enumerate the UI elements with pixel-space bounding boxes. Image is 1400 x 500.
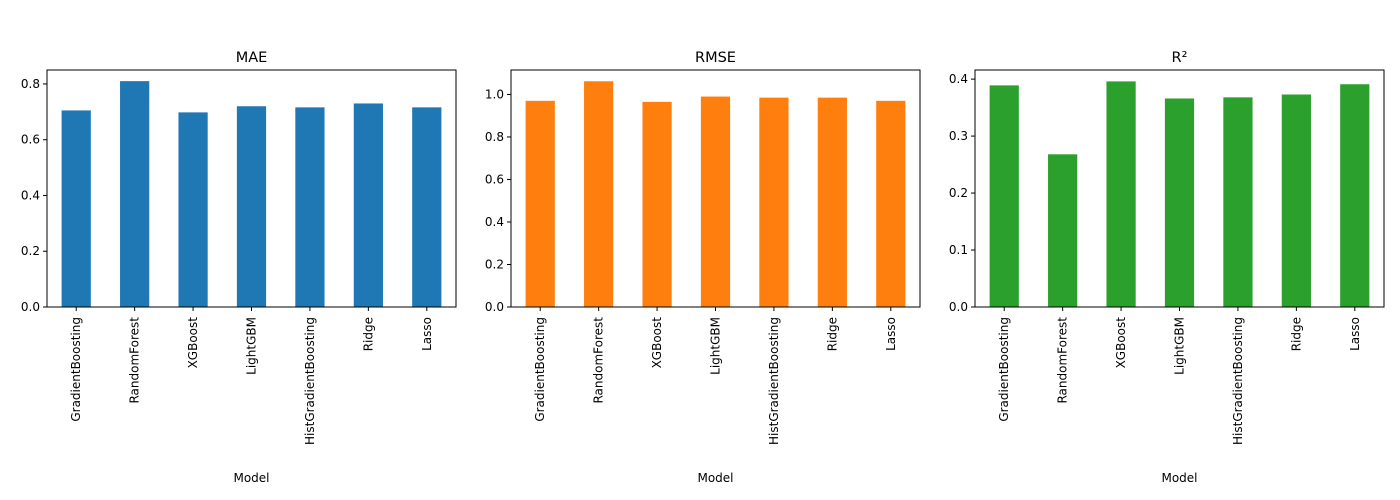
mae-xtick-label-histgradientboosting: HistGradientBoosting: [303, 317, 317, 445]
mae-xlabel: Model: [233, 471, 269, 485]
r2-xtick-label-xgboost: XGBoost: [1114, 317, 1128, 369]
rmse-title: RMSE: [695, 50, 736, 66]
r2-bar-histgradientboosting: [1223, 97, 1253, 307]
mae-ytick-label: 0.4: [21, 188, 40, 202]
r2-xtick-label-gradientboosting: GradientBoosting: [997, 317, 1011, 422]
mae-bar-lasso: [412, 107, 442, 307]
rmse-ytick-label: 0.2: [485, 257, 504, 271]
r2-xtick-label-ridge: Ridge: [1289, 317, 1303, 351]
rmse-bar-ridge: [817, 97, 847, 307]
rmse-xtick-label-lightgbm: LightGBM: [709, 317, 723, 375]
rmse-xtick-label-randomforest: RandomForest: [592, 317, 606, 404]
mae-xtick-label-xgboost: XGBoost: [186, 317, 200, 369]
r2-bar-lasso: [1340, 84, 1370, 307]
mae-xtick-label-lightgbm: LightGBM: [245, 317, 259, 375]
mae-ytick-label: 0.6: [21, 133, 40, 147]
mae-ytick-label: 0.0: [21, 300, 40, 314]
rmse-ytick-label: 0.8: [485, 130, 504, 144]
mae-bar-histgradientboosting: [295, 107, 325, 307]
rmse-bar-randomforest: [584, 81, 614, 307]
mae-xtick-label-randomforest: RandomForest: [128, 317, 142, 404]
r2-ytick-label: 0.3: [949, 129, 968, 143]
r2-xtick-label-histgradientboosting: HistGradientBoosting: [1231, 317, 1245, 445]
mae-bar-lightgbm: [236, 106, 267, 307]
rmse-bar-histgradientboosting: [759, 97, 789, 307]
r2-panel: R² Model 0.0 0.1 0.2 0.3 0.4 GradientBoosting…: [949, 50, 1385, 485]
r2-bar-gradientboosting: [989, 85, 1019, 308]
rmse-bar-xgboost: [642, 101, 672, 307]
r2-xtick-label-randomforest: RandomForest: [1056, 317, 1070, 404]
mae-bar-xgboost: [178, 112, 208, 307]
rmse-ytick-label: 1.0: [485, 87, 504, 101]
mae-bar-randomforest: [120, 81, 150, 307]
r2-ytick-label: 0.1: [949, 243, 968, 257]
rmse-xtick-label-gradientboosting: GradientBoosting: [533, 317, 547, 422]
rmse-bar-lasso: [876, 100, 906, 308]
rmse-panel: RMSE Model 0.0 0.2 0.4 0.6 0.8 1.0 GradientBoo…: [485, 50, 921, 485]
rmse-xtick-label-histgradientboosting: HistGradientBoosting: [767, 317, 781, 445]
r2-xlabel: Model: [1161, 471, 1197, 485]
mae-xtick-label-lasso: Lasso: [420, 317, 434, 351]
rmse-bar-lightgbm: [700, 96, 731, 307]
rmse-ytick-label: 0.4: [485, 215, 504, 229]
rmse-xtick-label-xgboost: XGBoost: [650, 317, 664, 369]
rmse-ytick-label: 0.6: [485, 172, 504, 186]
r2-bar-xgboost: [1106, 81, 1136, 308]
rmse-xtick-label-lasso: Lasso: [884, 317, 898, 351]
mae-ytick-label: 0.8: [21, 77, 40, 91]
r2-xtick-label-lasso: Lasso: [1348, 317, 1362, 351]
r2-xtick-label-lightgbm: LightGBM: [1173, 317, 1187, 375]
r2-ytick-label: 0.2: [949, 186, 968, 200]
mae-bar-gradientboosting: [61, 110, 91, 307]
mae-ytick-label: 0.2: [21, 244, 40, 258]
r2-bar-randomforest: [1048, 154, 1078, 307]
mae-bar-ridge: [353, 103, 383, 307]
mae-xtick-label-ridge: Ridge: [361, 317, 375, 351]
mae-panel: MAE Model 0.0 0.2 0.4 0.6 0.8 GradientBoostin…: [21, 50, 457, 485]
mae-xtick-label-gradientboosting: GradientBoosting: [69, 317, 83, 422]
r2-bar-ridge: [1281, 94, 1311, 308]
r2-ytick-label: 0.0: [949, 300, 968, 314]
r2-bar-lightgbm: [1164, 98, 1195, 307]
rmse-bar-gradientboosting: [525, 100, 555, 308]
rmse-xlabel: Model: [697, 471, 733, 485]
mae-title: MAE: [236, 50, 268, 66]
r2-title: R²: [1172, 50, 1188, 66]
r2-ytick-label: 0.4: [949, 72, 968, 86]
rmse-ytick-label: 0.0: [485, 300, 504, 314]
rmse-xtick-label-ridge: Ridge: [825, 317, 839, 351]
